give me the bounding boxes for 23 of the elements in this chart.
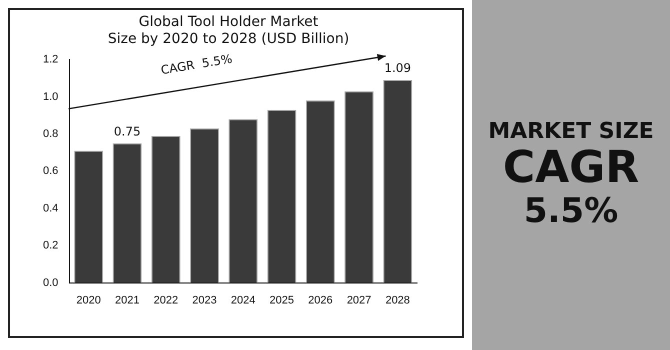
chart-title: Global Tool Holder Market Size by 2020 to 2028 (USD Billion) (108, 14, 350, 47)
x-tick-label: 2026 (308, 294, 333, 306)
x-tick-label: 2028 (385, 294, 410, 306)
y-tick-label: 0.8 (42, 128, 58, 140)
text: 5.5% (524, 190, 618, 231)
y-tick-label: 0.4 (42, 202, 58, 214)
y-tick-label: 1.2 (42, 54, 58, 66)
data-label: 0.75 (114, 124, 141, 138)
x-tick-label: 2021 (115, 294, 140, 306)
x-tick-label: 2024 (230, 294, 256, 306)
y-tick-label: 1.0 (42, 90, 58, 103)
x-tick-label: 2020 (76, 294, 101, 306)
y-tick-label: 0.0 (42, 276, 58, 289)
y-tick-label: 0.2 (42, 240, 58, 252)
annotation: CAGR 5.5% (160, 52, 234, 78)
x-tick-label: 2025 (270, 294, 294, 306)
text: CAGR (502, 142, 640, 194)
x-tick-label: 2027 (346, 294, 372, 306)
x-tick-label: 2023 (192, 294, 217, 306)
data-label: 1.09 (384, 61, 412, 76)
text: MARKET SIZE (488, 119, 654, 144)
x-tick-label: 2022 (154, 294, 178, 306)
y-tick-label: 0.6 (42, 165, 58, 178)
